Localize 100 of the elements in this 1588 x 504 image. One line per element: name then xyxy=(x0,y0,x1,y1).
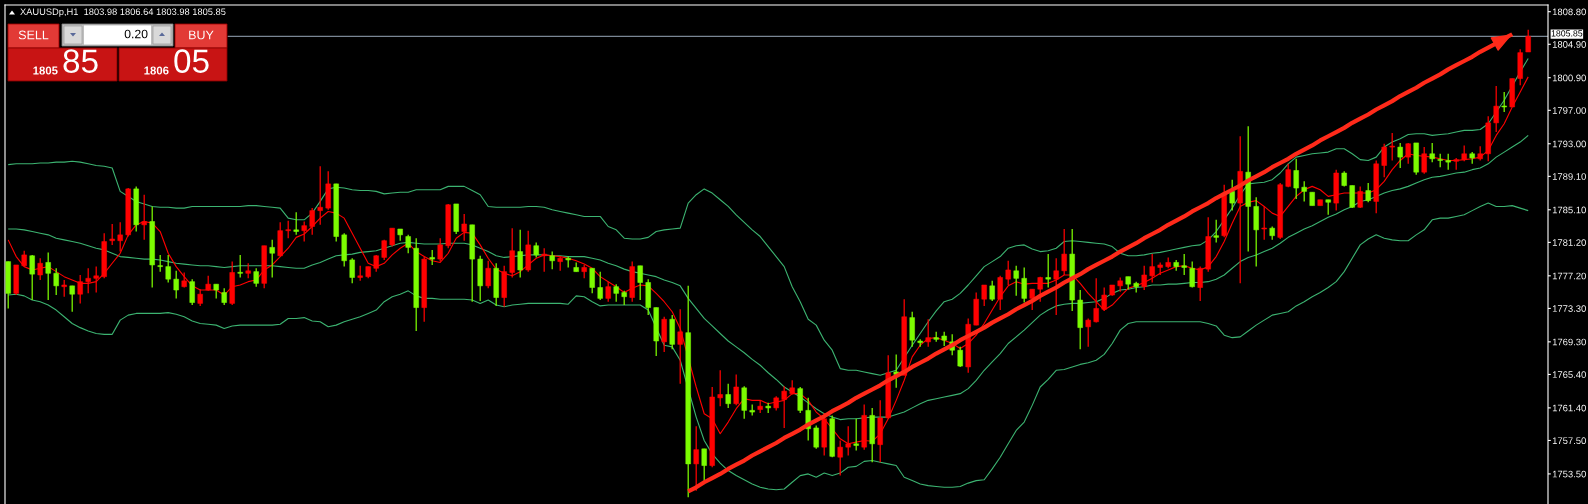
candlestick xyxy=(661,316,667,353)
candlestick xyxy=(1213,219,1219,244)
candlestick xyxy=(389,227,395,248)
candlestick xyxy=(1301,180,1307,203)
candlestick xyxy=(77,274,83,305)
y-tick-label: 1800.90 xyxy=(1552,74,1586,82)
candlestick xyxy=(173,270,179,300)
y-tick-label: 1769.30 xyxy=(1552,338,1586,346)
candlestick xyxy=(925,318,931,348)
y-tick-label: 1797.00 xyxy=(1552,107,1586,114)
candlestick xyxy=(85,267,91,294)
candlestick xyxy=(957,346,963,368)
candlestick xyxy=(1093,277,1099,324)
candlestick xyxy=(69,285,75,313)
candlestick xyxy=(893,353,899,389)
candlestick xyxy=(1293,158,1299,200)
candlestick xyxy=(1189,260,1195,289)
candlestick xyxy=(701,448,707,483)
annotation: BUY xyxy=(189,30,214,40)
candlestick xyxy=(1381,143,1387,178)
candlestick xyxy=(1061,228,1067,276)
y-tick-label: 1781.20 xyxy=(1552,239,1586,246)
candlestick xyxy=(733,373,739,406)
candlestick xyxy=(1501,91,1507,113)
candlestick xyxy=(309,207,315,236)
candlestick xyxy=(269,239,275,279)
candlestick xyxy=(997,275,1003,311)
candlestick xyxy=(725,383,731,409)
candlestick xyxy=(461,213,467,242)
candlestick xyxy=(1021,266,1027,304)
y-tick-label: 1808.80 xyxy=(1552,8,1586,16)
candlestick xyxy=(1037,276,1043,303)
candlestick xyxy=(1229,179,1235,212)
candlestick xyxy=(253,267,259,288)
candlestick xyxy=(437,237,443,263)
candlestick xyxy=(293,211,299,236)
candlestick xyxy=(165,254,171,284)
annotation: SELL xyxy=(18,30,49,40)
candlestick xyxy=(1365,182,1371,203)
annotation: 05 xyxy=(174,49,209,73)
y-tick-label: 1793.00 xyxy=(1552,140,1586,148)
candlestick xyxy=(405,234,411,254)
y-tick-label: 1773.30 xyxy=(1552,305,1586,312)
candlestick xyxy=(1013,265,1019,297)
candlestick xyxy=(37,257,43,281)
y-tick-label: 1757.50 xyxy=(1552,437,1586,444)
y-tick-label: 1785.10 xyxy=(1552,206,1586,214)
candlestick xyxy=(509,227,515,279)
candlestick xyxy=(909,311,915,348)
candlestick xyxy=(597,271,603,301)
candlestick xyxy=(301,220,307,243)
candlestick xyxy=(797,386,803,414)
candlestick xyxy=(1085,317,1091,348)
candlestick xyxy=(349,257,355,284)
candlestick xyxy=(45,251,51,301)
line-series xyxy=(7,202,1529,491)
line-series xyxy=(7,134,1529,421)
candlestick xyxy=(485,260,491,289)
candlestick xyxy=(1397,142,1403,169)
annotation: 85 xyxy=(63,49,98,73)
annotation: 1806 xyxy=(144,66,169,75)
ref-line-label: 1805.85 xyxy=(1551,30,1583,37)
candlestick xyxy=(1181,253,1187,276)
candlestick xyxy=(589,267,595,294)
annotation: 0.20 xyxy=(124,29,148,39)
candlestick xyxy=(93,265,99,294)
candlestick xyxy=(1429,142,1435,163)
candlestick xyxy=(693,425,699,492)
annotation: 1805 xyxy=(33,66,58,75)
y-tick-label: 1753.50 xyxy=(1552,470,1586,478)
y-tick-label: 1765.40 xyxy=(1552,371,1586,378)
candlestick xyxy=(53,267,59,296)
candlestick xyxy=(1197,265,1203,302)
candlestick xyxy=(717,369,723,407)
candlestick xyxy=(1261,205,1267,241)
candlestick xyxy=(1525,29,1531,53)
candlestick xyxy=(813,424,819,450)
candlestick xyxy=(1421,146,1427,175)
candlestick xyxy=(677,308,683,385)
candlestick xyxy=(1005,260,1011,286)
candlestick xyxy=(109,223,115,246)
candlestick xyxy=(781,385,787,429)
candlestick xyxy=(741,385,747,420)
candlestick xyxy=(637,265,643,301)
candlestick xyxy=(1389,132,1395,162)
y-tick-label: 1804.90 xyxy=(1552,41,1586,48)
candlestick xyxy=(1101,286,1107,312)
y-tick-label: 1777.20 xyxy=(1552,272,1586,280)
candlestick xyxy=(117,221,123,253)
candlestick xyxy=(989,280,995,302)
y-tick-label: 1761.40 xyxy=(1552,404,1586,412)
chart-title: XAUUSDp,H1 1803.98 1806.64 1803.98 1805.85 xyxy=(20,8,226,17)
candlestick xyxy=(237,254,243,279)
y-tick-label: 1789.10 xyxy=(1552,173,1586,180)
candlestick xyxy=(1149,253,1155,284)
candlestick xyxy=(317,165,323,226)
candlestick xyxy=(853,418,859,452)
candlestick xyxy=(517,229,523,279)
candlestick xyxy=(605,281,611,303)
candlestick xyxy=(1053,257,1059,316)
